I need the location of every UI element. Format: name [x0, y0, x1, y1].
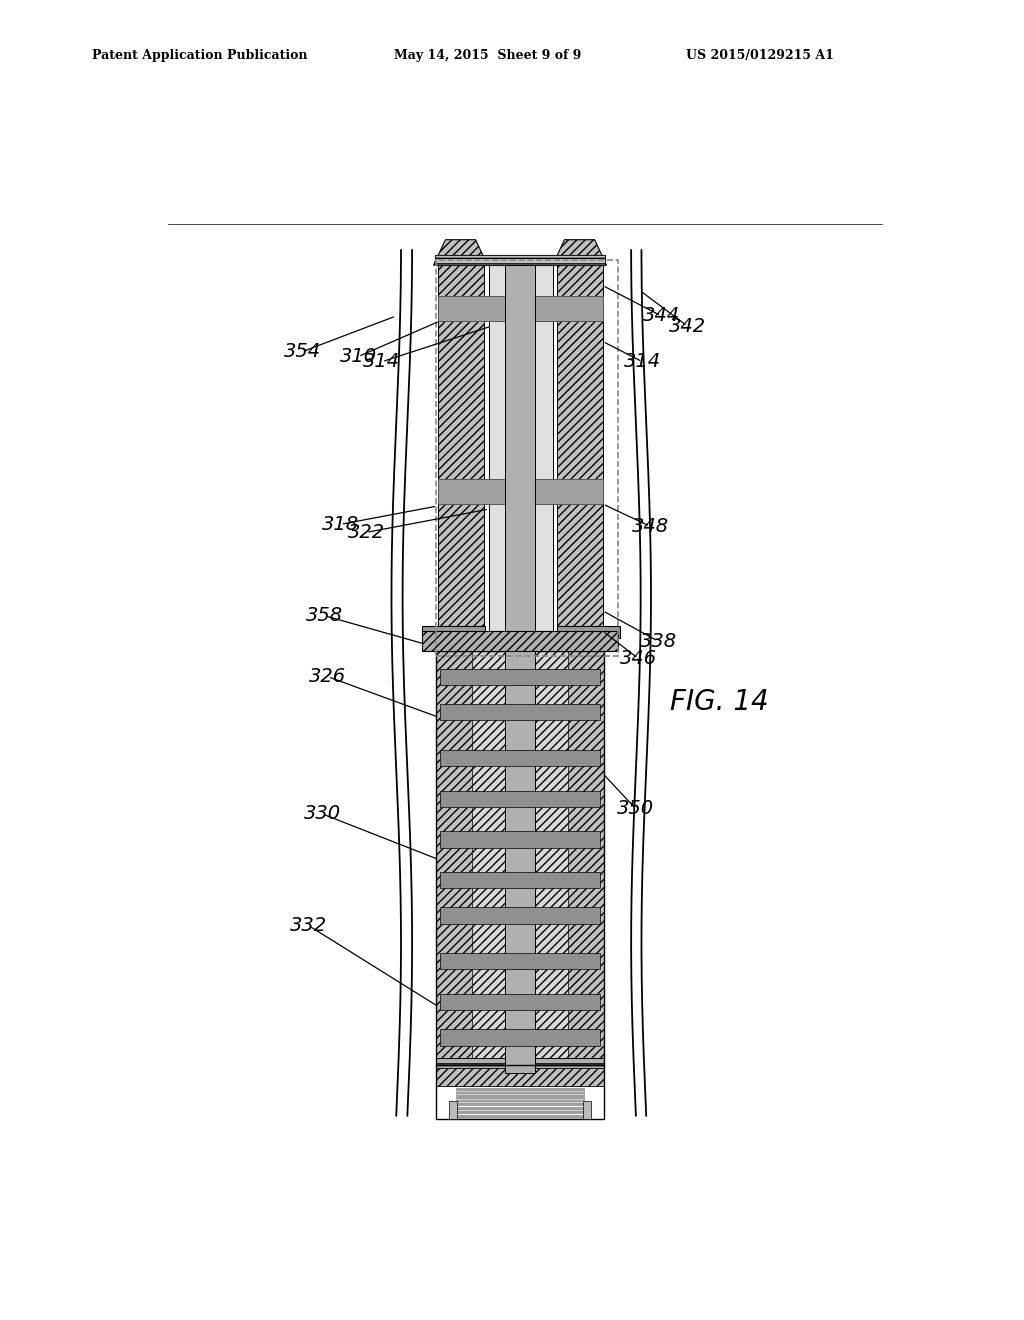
Bar — [436, 1057, 604, 1068]
Bar — [440, 873, 600, 888]
Text: 318: 318 — [323, 515, 359, 533]
Text: 348: 348 — [632, 517, 669, 536]
Bar — [505, 265, 536, 1073]
Bar — [456, 1088, 585, 1089]
Bar — [435, 255, 605, 265]
Bar — [489, 265, 553, 651]
Bar — [456, 1093, 585, 1094]
Text: US 2015/0129215 A1: US 2015/0129215 A1 — [686, 49, 834, 62]
Bar — [422, 631, 618, 651]
Bar — [456, 1101, 585, 1102]
Bar — [422, 626, 485, 638]
Bar — [440, 832, 600, 847]
Text: 330: 330 — [304, 804, 341, 824]
Text: 358: 358 — [306, 606, 343, 626]
Bar — [436, 1065, 604, 1119]
Bar — [557, 626, 621, 638]
Bar — [456, 1096, 585, 1097]
Text: 354: 354 — [284, 342, 322, 360]
Bar — [456, 1109, 585, 1110]
Text: 326: 326 — [309, 668, 346, 686]
Bar — [440, 791, 600, 807]
Bar — [440, 907, 600, 924]
Bar — [436, 651, 472, 1065]
Text: FIG. 14: FIG. 14 — [670, 688, 769, 717]
Bar — [436, 1067, 604, 1086]
Bar — [583, 1101, 591, 1119]
Bar — [440, 669, 600, 685]
Text: May 14, 2015  Sheet 9 of 9: May 14, 2015 Sheet 9 of 9 — [394, 49, 582, 62]
Polygon shape — [433, 240, 487, 265]
Bar — [456, 1111, 585, 1114]
Bar — [440, 994, 600, 1010]
Bar — [436, 260, 618, 656]
Text: 314: 314 — [624, 352, 660, 371]
Text: 342: 342 — [669, 317, 707, 335]
Bar — [568, 651, 604, 1065]
Bar — [440, 750, 600, 766]
Bar — [456, 1118, 585, 1119]
Bar — [437, 265, 483, 647]
Bar — [456, 1098, 585, 1100]
Bar — [435, 255, 605, 265]
Bar — [456, 1090, 585, 1092]
Bar — [437, 479, 602, 504]
Bar — [456, 1104, 585, 1105]
Bar — [450, 1101, 458, 1119]
Bar — [440, 704, 600, 721]
Polygon shape — [553, 240, 606, 265]
Bar — [436, 651, 604, 1065]
Text: Patent Application Publication: Patent Application Publication — [92, 49, 307, 62]
Text: 344: 344 — [643, 306, 680, 326]
Bar — [456, 1106, 585, 1107]
Text: 350: 350 — [617, 800, 654, 818]
Bar — [437, 296, 602, 321]
Text: 332: 332 — [291, 916, 328, 936]
Text: 346: 346 — [620, 649, 656, 668]
Text: 338: 338 — [640, 632, 677, 651]
Bar — [557, 265, 602, 647]
Text: 314: 314 — [364, 352, 400, 371]
Bar — [440, 953, 600, 969]
Bar — [472, 651, 568, 1065]
Bar — [456, 1114, 585, 1117]
Text: 310: 310 — [340, 347, 377, 366]
Text: 322: 322 — [347, 523, 385, 543]
Bar — [440, 1030, 600, 1045]
